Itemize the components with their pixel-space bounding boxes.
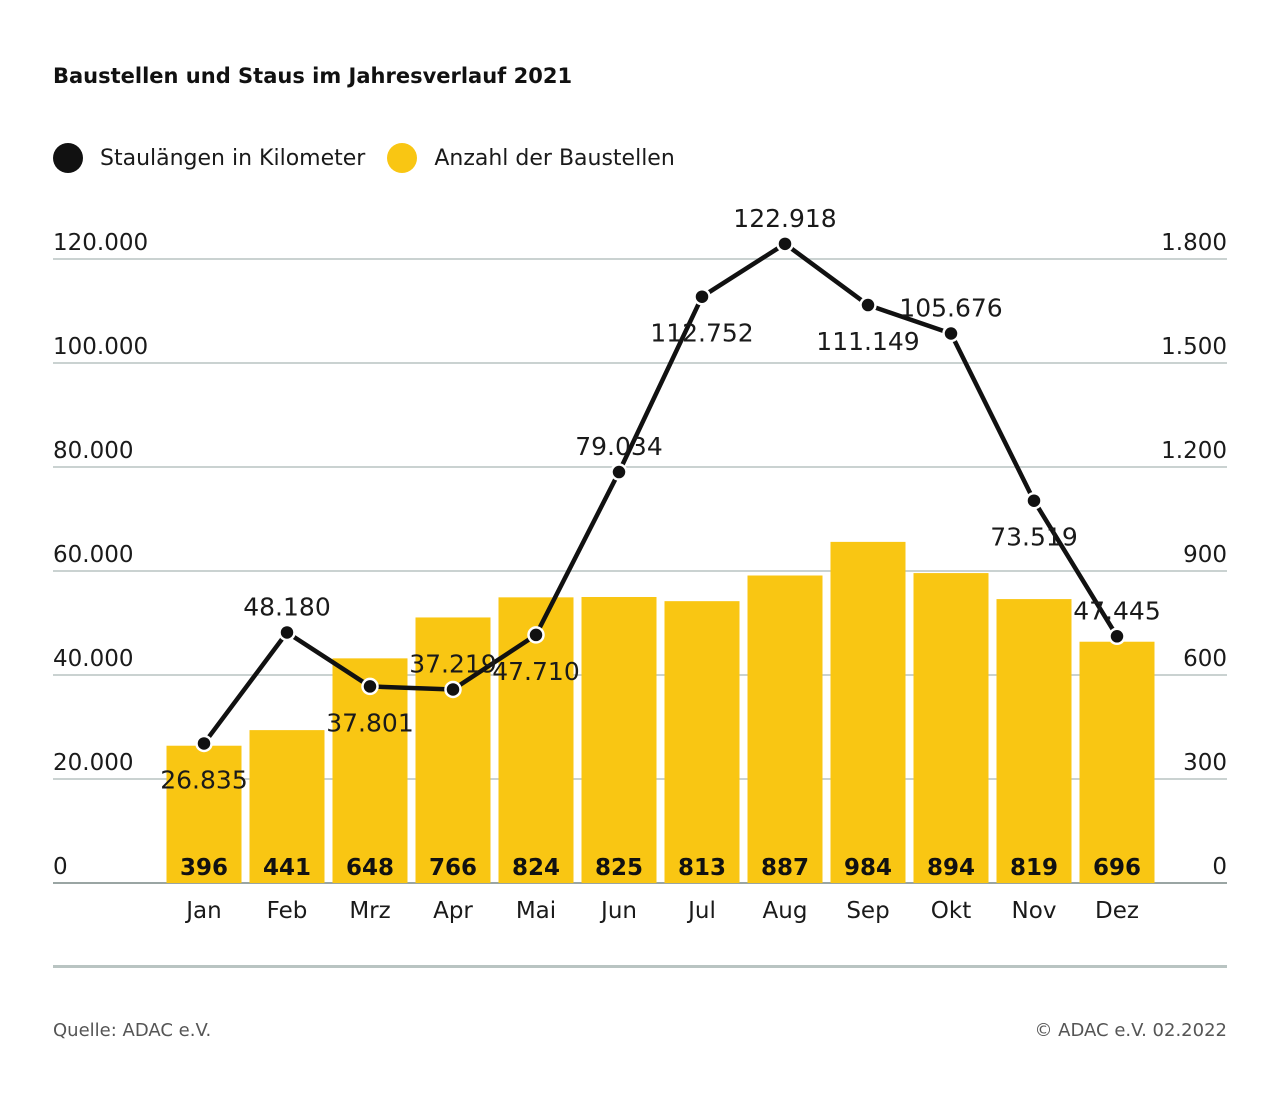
legend-item-staulaengen: Staulängen in Kilometer [53, 143, 365, 173]
line-value-label: 112.752 [650, 319, 753, 348]
bar [498, 597, 574, 883]
x-tick-label: Okt [931, 898, 971, 924]
line-value-label: 122.918 [733, 204, 836, 233]
x-axis: Jan Feb Mrz Apr Mai Jun Jul Aug Sep Okt Nov Dez [184, 898, 1139, 924]
left-tick-label: 0 [53, 854, 68, 880]
line-point [776, 235, 794, 253]
bar [996, 599, 1072, 883]
left-tick-label: 60.000 [53, 542, 133, 568]
line-value-label: 47.445 [1073, 596, 1160, 625]
line-value-label: 26.835 [160, 765, 247, 794]
line-point [527, 626, 545, 644]
bar [166, 745, 242, 883]
footer-divider [53, 965, 1227, 968]
line-point [1025, 491, 1043, 510]
left-tick-label: 100.000 [53, 334, 148, 360]
right-tick-label: 1.500 [1161, 334, 1227, 360]
bar-value-label: 696 [1093, 855, 1141, 881]
bar [332, 658, 408, 883]
x-tick-label: Feb [267, 898, 308, 924]
right-axis: 0 300 600 900 1.200 1.500 1.800 [1161, 230, 1227, 880]
bar [581, 597, 657, 883]
bar [249, 730, 325, 883]
line-value-label: 105.676 [899, 293, 1002, 322]
x-tick-label: Sep [846, 898, 889, 924]
line-point [693, 287, 711, 306]
line-point [361, 677, 379, 696]
combo-chart: 396 441 648 766 824 825 813 887 984 894 819 696 0 20… [53, 204, 1227, 924]
right-tick-label: 1.800 [1161, 230, 1227, 256]
line-value-label: 48.180 [243, 592, 330, 621]
left-tick-label: 80.000 [53, 438, 133, 464]
legend: Staulängen in Kilometer Anzahl der Baust… [53, 142, 697, 174]
copyright-note: © ADAC e.V. 02.2022 [1034, 1020, 1227, 1041]
source-note: Quelle: ADAC e.V. [53, 1020, 212, 1041]
black-circle-icon [53, 143, 83, 173]
bar [913, 573, 989, 883]
line-value-label: 73.519 [990, 523, 1077, 552]
legend-item-baustellen: Anzahl der Baustellen [387, 143, 675, 173]
left-tick-label: 120.000 [53, 230, 148, 256]
line-point [1108, 627, 1126, 646]
bar-value-label: 648 [346, 855, 394, 881]
bar-value-label: 887 [761, 855, 809, 881]
left-tick-label: 40.000 [53, 646, 133, 672]
line-path [202, 241, 1119, 745]
x-tick-label: Jun [599, 898, 637, 924]
line-value-label: 37.219 [409, 649, 496, 678]
bar-value-label: 824 [512, 855, 560, 881]
bar-value-label: 396 [180, 855, 228, 881]
bar [415, 617, 491, 883]
line-point [444, 680, 462, 699]
x-tick-label: Aug [763, 898, 808, 924]
bar-value-label: 441 [263, 855, 311, 881]
bar-value-labels: 396 441 648 766 824 825 813 887 984 894 819 696 [180, 855, 1141, 881]
left-axis: 0 20.000 40.000 60.000 80.000 100.000 120.000 [53, 230, 148, 880]
line-point [859, 296, 877, 314]
bar-value-label: 766 [429, 855, 477, 881]
legend-label-baustellen: Anzahl der Baustellen [434, 145, 675, 171]
line-series [195, 235, 1126, 753]
line-value-label: 47.710 [492, 657, 579, 686]
x-tick-label: Jan [184, 898, 221, 924]
x-tick-label: Nov [1012, 898, 1057, 924]
line-point [942, 324, 960, 343]
line-point [278, 623, 296, 642]
right-tick-label: 600 [1183, 646, 1227, 672]
bar [664, 601, 740, 883]
right-tick-label: 1.200 [1161, 438, 1227, 464]
left-tick-label: 20.000 [53, 750, 133, 776]
x-tick-label: Dez [1095, 898, 1139, 924]
x-tick-label: Apr [433, 898, 473, 924]
line-point [195, 734, 213, 753]
bar-value-label: 813 [678, 855, 726, 881]
x-tick-label: Mai [516, 898, 556, 924]
bar [747, 575, 823, 883]
x-tick-label: Jul [686, 898, 716, 924]
line-value-label: 79.034 [575, 432, 662, 461]
bar [1079, 641, 1155, 883]
right-tick-label: 0 [1212, 854, 1227, 880]
bar-series [166, 541, 1155, 883]
line-point [610, 463, 628, 481]
bar-value-label: 825 [595, 855, 643, 881]
legend-label-staulaengen: Staulängen in Kilometer [100, 145, 366, 171]
line-value-label: 111.149 [816, 327, 919, 356]
right-tick-label: 900 [1183, 542, 1227, 568]
line-value-label: 37.801 [326, 708, 413, 737]
yellow-circle-icon [387, 143, 418, 173]
bar-value-label: 819 [1010, 855, 1058, 881]
bar [830, 541, 906, 883]
chart-title: Baustellen und Staus im Jahresverlauf 20… [53, 64, 573, 88]
x-tick-label: Mrz [349, 898, 390, 924]
right-tick-label: 300 [1183, 750, 1227, 776]
bar-value-label: 894 [927, 855, 975, 881]
bar-value-label: 984 [844, 855, 892, 881]
